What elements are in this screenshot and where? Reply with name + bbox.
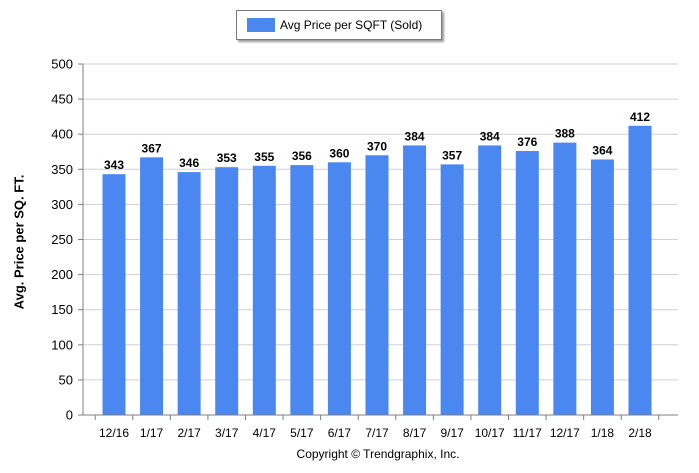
data-label: 360 [329, 146, 349, 160]
y-tick-label: 150 [51, 302, 73, 317]
data-label: 388 [555, 127, 575, 141]
x-tick-label: 1/18 [591, 426, 615, 440]
y-tick-label: 300 [51, 197, 73, 212]
x-tick-label: 6/17 [328, 426, 352, 440]
data-label: 384 [480, 129, 500, 143]
x-tick-label: 1/17 [140, 426, 164, 440]
y-axis-title: Avg. Price per SQ. FT. [11, 174, 27, 310]
data-label: 357 [442, 148, 462, 162]
bar [515, 151, 539, 415]
x-tick-label: 11/17 [513, 426, 542, 440]
data-label: 356 [292, 149, 312, 163]
y-tick-label: 400 [51, 127, 73, 142]
legend-swatch [247, 18, 275, 32]
x-tick-label: 4/17 [253, 426, 277, 440]
data-label: 412 [630, 110, 650, 124]
data-label: 370 [367, 139, 387, 153]
data-label: 355 [254, 150, 274, 164]
x-axis-ticks: 12/16 1/17 2/17 3/17 4/17 5/17 6/17 7/17 8/17 9/1… [94, 415, 660, 440]
data-label: 364 [592, 143, 612, 157]
bar [478, 145, 502, 415]
legend: Avg Price per SQFT (Sold) [236, 10, 442, 40]
bar [140, 157, 164, 415]
axes [82, 64, 678, 416]
data-label: 343 [104, 158, 124, 172]
bar [365, 155, 389, 415]
x-tick-label: 12/16 [99, 426, 129, 440]
data-label: 384 [405, 129, 425, 143]
bar [177, 172, 201, 415]
data-label: 367 [142, 141, 162, 155]
y-tick-label: 500 [51, 57, 73, 72]
copyright-text: Copyright © Trendgraphix, Inc. [296, 447, 460, 461]
bars [102, 125, 652, 415]
y-tick-label: 250 [51, 232, 73, 247]
bar [252, 165, 276, 415]
y-axis-ticks: 0 50 100 150 200 250 300 350 400 450 500 [51, 57, 83, 423]
y-tick-label: 350 [51, 162, 73, 177]
data-label: 346 [179, 156, 199, 170]
bar [590, 159, 614, 415]
data-label: 353 [217, 151, 237, 165]
x-tick-label: 10/17 [475, 426, 505, 440]
bar [403, 145, 427, 415]
x-tick-label: 7/17 [365, 426, 389, 440]
bar [440, 164, 464, 415]
bar [102, 174, 126, 415]
bar [215, 167, 239, 415]
y-tick-label: 200 [51, 267, 73, 282]
y-tick-label: 100 [51, 337, 73, 352]
data-labels: 343 367 346 353 355 356 360 370 384 357 384 376 388 3… [104, 110, 650, 172]
legend-label: Avg Price per SQFT (Sold) [280, 18, 423, 32]
x-tick-label: 5/17 [290, 426, 314, 440]
bar [628, 125, 652, 415]
x-tick-label: 3/17 [215, 426, 239, 440]
y-tick-label: 50 [59, 372, 73, 387]
y-tick-label: 450 [51, 92, 73, 107]
x-tick-label: 9/17 [440, 426, 464, 440]
x-tick-label: 2/18 [628, 426, 652, 440]
x-tick-label: 12/17 [550, 426, 580, 440]
data-label: 376 [517, 135, 537, 149]
x-tick-label: 2/17 [177, 426, 201, 440]
bar [290, 165, 314, 415]
bar [553, 142, 577, 415]
x-tick-label: 8/17 [403, 426, 427, 440]
y-tick-label: 0 [66, 408, 73, 423]
bar [327, 162, 351, 415]
